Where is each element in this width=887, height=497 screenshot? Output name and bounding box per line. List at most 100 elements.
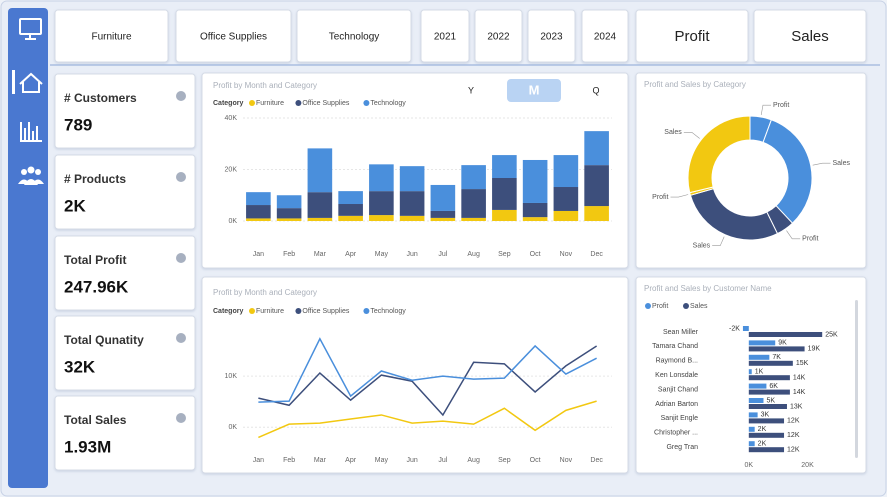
data-label: 7K bbox=[772, 354, 781, 361]
x-tick-label: May bbox=[375, 457, 389, 464]
bar bbox=[748, 404, 787, 409]
bar bbox=[748, 412, 758, 418]
bar-segment bbox=[276, 218, 302, 221]
y-tick-label: 0K bbox=[228, 424, 237, 431]
kpi-value: 1.93M bbox=[64, 437, 111, 456]
bar-segment bbox=[553, 155, 579, 188]
legend-label: Technology bbox=[370, 308, 406, 315]
category-label: Sanjit Chand bbox=[658, 386, 698, 393]
x-tick-label: Mar bbox=[314, 251, 327, 258]
legend-marker bbox=[295, 308, 302, 314]
y-tick-label: 20K bbox=[225, 166, 238, 173]
data-label: 15K bbox=[796, 360, 809, 367]
people-icon[interactable] bbox=[18, 166, 44, 186]
bar-segment bbox=[399, 191, 425, 216]
filter-button[interactable] bbox=[296, 9, 412, 63]
report-icon[interactable] bbox=[20, 122, 42, 142]
scrollbar[interactable] bbox=[855, 300, 858, 458]
legend-label: Technology bbox=[370, 100, 406, 107]
filter-label: Office Supplies bbox=[200, 32, 267, 43]
data-label: 6K bbox=[769, 383, 778, 390]
bar-segment bbox=[307, 217, 333, 221]
bar-segment bbox=[338, 191, 363, 205]
chart-title: Profit and Sales by Category bbox=[644, 80, 746, 89]
chart-panel bbox=[201, 276, 629, 474]
x-tick-label: Sep bbox=[498, 251, 511, 258]
donut-label: Profit bbox=[773, 102, 789, 109]
legend-title: Category bbox=[213, 308, 243, 315]
bar-segment bbox=[338, 215, 363, 221]
legend-label: Furniture bbox=[256, 308, 284, 315]
x-tick-label: Nov bbox=[560, 251, 573, 258]
legend-label: Office Supplies bbox=[302, 308, 349, 315]
filter-button[interactable] bbox=[175, 9, 292, 63]
kpi-icon bbox=[176, 253, 186, 263]
category-label: Greg Tran bbox=[666, 444, 698, 451]
kpi-card bbox=[54, 154, 196, 230]
x-tick-label: Oct bbox=[530, 251, 541, 258]
filter-button[interactable] bbox=[581, 9, 629, 63]
bar bbox=[748, 354, 770, 360]
chart-title: Profit by Month and Category bbox=[213, 288, 317, 297]
donut-segment bbox=[687, 115, 751, 194]
filter-button[interactable] bbox=[474, 9, 523, 63]
leader-line bbox=[683, 131, 700, 139]
donut-label: Sales bbox=[664, 129, 682, 136]
bar-segment bbox=[369, 191, 394, 216]
data-label: 9K bbox=[778, 340, 787, 347]
bar-segment bbox=[369, 215, 394, 221]
x-tick-label: Feb bbox=[283, 251, 295, 258]
x-tick-label: Jul bbox=[438, 251, 447, 258]
kpi-value: 247.96K bbox=[64, 277, 129, 296]
bar bbox=[748, 441, 755, 447]
bar-segment bbox=[492, 177, 517, 210]
filter-label: Technology bbox=[329, 32, 380, 43]
filter-button[interactable] bbox=[420, 9, 470, 63]
x-tick-label: Oct bbox=[530, 457, 541, 464]
period-toggle[interactable]: Y bbox=[468, 85, 474, 95]
bar bbox=[748, 432, 785, 438]
bar-segment bbox=[522, 202, 548, 218]
bar-segment bbox=[492, 209, 517, 221]
x-tick-label: Apr bbox=[345, 251, 357, 258]
chart-panel bbox=[635, 276, 867, 474]
legend-label: Furniture bbox=[256, 100, 284, 107]
home-icon[interactable] bbox=[19, 72, 43, 93]
x-tick-label: Nov bbox=[560, 457, 573, 464]
line-series bbox=[258, 337, 597, 403]
filter-button[interactable] bbox=[54, 9, 169, 63]
leader-line bbox=[760, 104, 771, 116]
kpi-card bbox=[54, 235, 196, 311]
line-series bbox=[258, 345, 598, 417]
y-tick-label: 40K bbox=[225, 115, 238, 122]
filter-label: 2024 bbox=[594, 32, 617, 43]
bar bbox=[748, 389, 790, 395]
data-label: 12K bbox=[787, 432, 800, 439]
legend-marker bbox=[363, 308, 370, 314]
bar bbox=[748, 426, 755, 432]
filter-button[interactable] bbox=[635, 9, 749, 63]
bar-segment bbox=[369, 164, 394, 192]
chart-title: Profit by Month and Category bbox=[213, 81, 317, 90]
period-toggle[interactable]: Q bbox=[592, 85, 599, 95]
legend-title: Category bbox=[213, 100, 243, 107]
bar-segment bbox=[338, 204, 363, 216]
leader-line bbox=[712, 236, 725, 247]
bar-segment bbox=[276, 208, 302, 219]
x-tick-label: Feb bbox=[283, 457, 295, 464]
category-label: Adrian Barton bbox=[655, 401, 698, 408]
y-tick-label: 0K bbox=[228, 218, 237, 225]
filter-label: 2023 bbox=[540, 32, 563, 43]
active-indicator bbox=[12, 70, 15, 94]
filter-button[interactable] bbox=[527, 9, 576, 63]
x-tick-label: Jan bbox=[253, 457, 264, 464]
donut-label: Sales bbox=[693, 243, 711, 250]
kpi-value: 789 bbox=[64, 115, 92, 134]
period-toggle[interactable]: M bbox=[529, 82, 540, 97]
bar-segment bbox=[276, 195, 302, 209]
bar bbox=[748, 418, 785, 424]
legend-marker bbox=[249, 308, 255, 314]
x-tick-label: Dec bbox=[590, 457, 603, 464]
filter-button[interactable] bbox=[753, 9, 867, 63]
